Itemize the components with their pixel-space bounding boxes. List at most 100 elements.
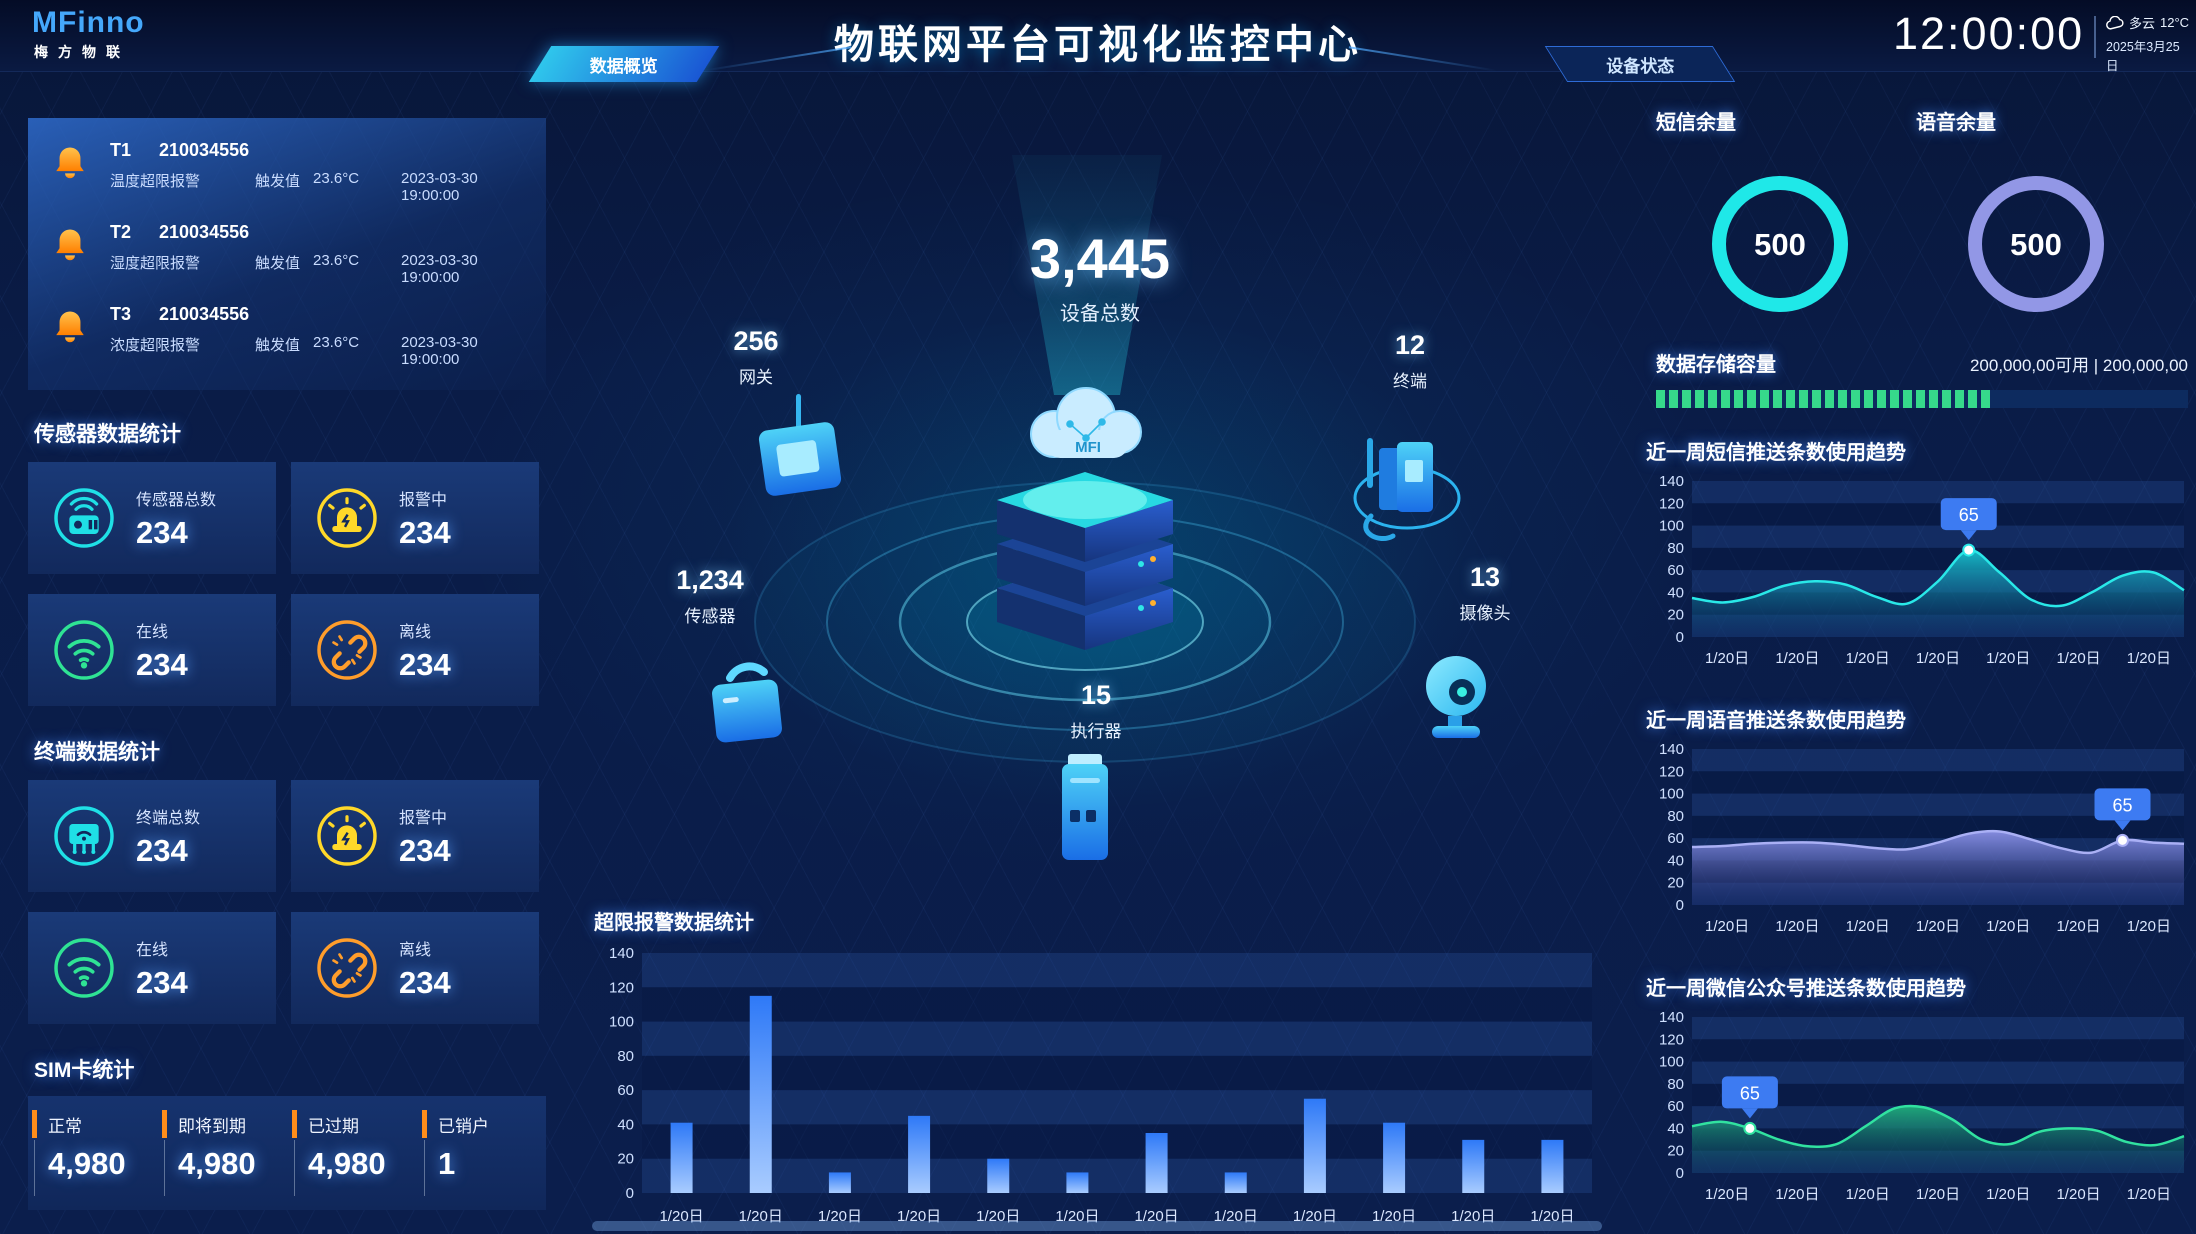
weather-text: 多云 xyxy=(2129,16,2156,31)
sim-stat-expired: 已过期 4,980 xyxy=(292,1110,418,1202)
alarm-device-id: 210034556 xyxy=(159,140,250,160)
alarm-trigger-value: 23.6°C xyxy=(313,252,360,269)
tab-device-status[interactable]: 设备状态 xyxy=(1544,46,1736,82)
stat-label: 终端总数 xyxy=(136,809,201,827)
svg-text:100: 100 xyxy=(609,1014,634,1031)
alarm-bell-icon xyxy=(48,220,94,302)
accent-bar xyxy=(292,1110,297,1138)
svg-text:120: 120 xyxy=(1659,495,1684,512)
svg-text:1/20日: 1/20日 xyxy=(1705,650,1749,667)
alarm-trigger-label: 触发值 xyxy=(255,337,301,354)
svg-text:20: 20 xyxy=(617,1151,634,1168)
terminal-device-illustration xyxy=(1353,438,1461,542)
stat-value: 234 xyxy=(399,964,451,1000)
svg-text:140: 140 xyxy=(1659,1009,1684,1026)
node-name: 网关 xyxy=(739,368,773,387)
svg-text:80: 80 xyxy=(1667,808,1684,825)
svg-text:1/20日: 1/20日 xyxy=(1705,918,1749,935)
stat-card-sensor-total: 传感器总数 234 xyxy=(28,462,276,574)
stat-label: 在线 xyxy=(136,623,169,641)
sim-section-title: SIM卡统计 xyxy=(34,1059,135,1082)
stat-card-terminal-online: 在线 234 xyxy=(28,912,276,1024)
voice-trend-plot: 0 20 40 60 80 100 120 140 1/20日 1/20日 1/20日 1/20日 1/… xyxy=(1646,741,2194,946)
actuator-illustration xyxy=(1062,754,1108,860)
accent-bar xyxy=(422,1110,427,1138)
stat-value: 234 xyxy=(399,646,451,682)
svg-text:1/20日: 1/20日 xyxy=(659,1208,703,1225)
node-name: 执行器 xyxy=(1070,722,1122,741)
alarm-trigger-label: 触发值 xyxy=(255,255,301,272)
sensor-device-illustration xyxy=(712,662,782,743)
sms-trend-chart: 近一周短信推送条数使用趋势 0 20 40 60 80 100 120 140 1/20日 1/2… xyxy=(1646,436,2194,678)
svg-text:60: 60 xyxy=(617,1082,634,1099)
alarm-row[interactable]: T2 210034556 湿度超限报警 触发值 23.6°C 2023-03-30… xyxy=(48,220,524,302)
svg-text:80: 80 xyxy=(1667,1076,1684,1093)
alarm-tag: T3 xyxy=(110,304,132,324)
alarm-row[interactable]: T3 210034556 浓度超限报警 触发值 23.6°C 2023-03-30… xyxy=(48,302,524,384)
storage-title: 数据存储容量 xyxy=(1656,354,1776,376)
stat-card-terminal-alarming: 报警中 234 xyxy=(291,780,539,892)
alarm-type: 浓度超限报警 xyxy=(110,337,201,354)
node-name: 终端 xyxy=(1393,372,1427,391)
svg-text:1/20日: 1/20日 xyxy=(1916,650,1960,667)
node-value: 12 xyxy=(1394,330,1426,360)
stat-value: 234 xyxy=(136,832,188,868)
siren-icon xyxy=(315,486,379,550)
voice-trend-title: 近一周语音推送条数使用趋势 xyxy=(1646,710,1906,732)
donut-value: 500 xyxy=(2010,227,2062,262)
stat-label: 在线 xyxy=(136,941,169,959)
wechat-trend-plot: 0 20 40 60 80 100 120 140 1/20日 1/20日 1/20日 1/20日 1/… xyxy=(1646,1009,2194,1214)
stat-value: 234 xyxy=(399,514,451,550)
alarm-bell-icon xyxy=(48,138,94,220)
wechat-trend-title: 近一周微信公众号推送条数使用趋势 xyxy=(1646,978,1966,1000)
wechat-trend-chart: 近一周微信公众号推送条数使用趋势 0 20 40 60 80 100 120 140 1/20日… xyxy=(1646,972,2194,1214)
wifi-icon xyxy=(52,618,116,682)
light-beam xyxy=(1012,155,1162,395)
svg-text:20: 20 xyxy=(1667,607,1684,624)
page-title: 物联网平台可视化监控中心 xyxy=(834,23,1362,67)
svg-text:100: 100 xyxy=(1659,1054,1684,1071)
alarm-device-id: 210034556 xyxy=(159,304,250,324)
header-bar: MFinno 梅方物联 物联网平台可视化监控中心 数据概览 设备状态 12:00… xyxy=(0,0,2196,82)
svg-text:100: 100 xyxy=(1659,518,1684,535)
stat-label: 离线 xyxy=(399,623,432,641)
alarm-row[interactable]: T1 210034556 温度超限报警 触发值 23.6°C 2023-03-30… xyxy=(48,138,524,220)
stat-card-sensor-offline: 离线 234 xyxy=(291,594,539,706)
alarm-tag: T2 xyxy=(110,222,132,242)
node-value: 15 xyxy=(1080,680,1112,710)
cloud-icon xyxy=(2106,15,2124,30)
alarm-type: 温度超限报警 xyxy=(110,173,201,190)
svg-text:1/20日: 1/20日 xyxy=(2127,918,2171,935)
svg-text:140: 140 xyxy=(1659,741,1684,758)
node-name: 摄像头 xyxy=(1459,604,1511,623)
horizontal-scrollbar[interactable] xyxy=(592,1221,1602,1231)
svg-text:1/20日: 1/20日 xyxy=(2056,918,2100,935)
svg-text:1/20日: 1/20日 xyxy=(739,1208,783,1225)
tab-data-overview-label: 数据概览 xyxy=(590,56,658,76)
sms-trend-title: 近一周短信推送条数使用趋势 xyxy=(1646,442,1906,464)
svg-text:1/20日: 1/20日 xyxy=(1986,650,2030,667)
svg-text:1/20日: 1/20日 xyxy=(2056,1186,2100,1203)
alarm-time: 2023-03-30 19:00:00 xyxy=(401,252,478,286)
svg-text:1/20日: 1/20日 xyxy=(1986,1186,2030,1203)
tab-data-overview[interactable]: 数据概览 xyxy=(528,46,720,82)
sim-stat-value: 4,980 xyxy=(48,1146,126,1181)
svg-text:0: 0 xyxy=(1676,1165,1684,1182)
server-stack-illustration xyxy=(997,472,1173,650)
device-total: 3,445 设备总数 xyxy=(985,226,1215,326)
tab-device-status-label: 设备状态 xyxy=(1606,56,1674,76)
storage-value-text: 200,000,00可用 | 200,000,00 xyxy=(1969,356,2188,375)
svg-text:40: 40 xyxy=(617,1116,634,1133)
cloud-illustration: MFI xyxy=(1030,387,1142,458)
svg-text:60: 60 xyxy=(1667,562,1684,579)
svg-text:20: 20 xyxy=(1667,875,1684,892)
rail-line xyxy=(164,1140,165,1196)
svg-text:1/20日: 1/20日 xyxy=(2127,650,2171,667)
storage-progress-track xyxy=(1656,390,2188,408)
terminal-icon xyxy=(52,804,116,868)
node-camera: 13 摄像头 xyxy=(1420,562,1550,624)
rail-line xyxy=(34,1140,35,1196)
stat-label: 离线 xyxy=(399,941,432,959)
device-total-value: 3,445 xyxy=(1029,227,1171,290)
